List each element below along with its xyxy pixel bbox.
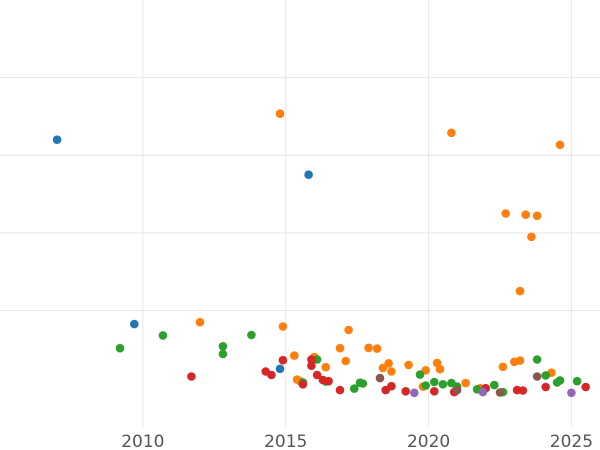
data-point [532, 372, 542, 381]
data-point [552, 378, 562, 387]
data-point [364, 343, 373, 353]
data-point [518, 386, 528, 395]
series-group [187, 355, 590, 397]
data-point [387, 367, 396, 376]
data-point [404, 360, 413, 370]
series-group [195, 109, 565, 393]
data-point [115, 343, 125, 353]
data-point [218, 349, 228, 359]
data-point [335, 385, 345, 395]
data-point [267, 370, 276, 380]
x-tick-label: 2010 [121, 432, 164, 450]
data-point [358, 379, 368, 388]
x-tick-label: 2015 [264, 432, 307, 450]
data-point [387, 381, 396, 391]
data-point [541, 371, 550, 380]
data-point [430, 387, 439, 396]
data-point [304, 170, 313, 179]
grid-layer [0, 0, 600, 427]
data-point [384, 359, 393, 368]
data-point [324, 376, 333, 386]
data-point [521, 210, 530, 219]
data-point [278, 355, 288, 365]
data-point [478, 387, 488, 397]
data-point [572, 376, 582, 386]
data-point [495, 388, 505, 397]
data-point [515, 356, 525, 365]
data-point [415, 370, 425, 379]
data-point [555, 140, 565, 150]
data-point [275, 109, 285, 118]
data-point [290, 351, 299, 360]
data-point [461, 378, 471, 388]
data-point [307, 361, 316, 371]
data-point [372, 344, 382, 353]
x-tick-labels: 2010 2015 2020 2025 [121, 432, 593, 450]
data-point [541, 382, 550, 392]
data-point [278, 322, 288, 331]
data-point [421, 381, 431, 390]
data-point [532, 211, 542, 221]
data-point [195, 317, 205, 327]
data-point [375, 373, 385, 383]
x-tick-label: 2025 [550, 432, 593, 450]
data-point [350, 384, 359, 393]
data-point [312, 370, 322, 380]
data-point [447, 128, 456, 138]
series-group [52, 135, 313, 374]
data-point [438, 380, 448, 389]
data-point [430, 377, 439, 387]
data-point [130, 319, 139, 329]
data-point [307, 355, 316, 364]
data-point [567, 388, 576, 398]
data-point [275, 364, 285, 374]
data-point [527, 232, 536, 242]
data-point [158, 331, 168, 340]
data-point [52, 135, 62, 144]
data-point [321, 362, 331, 372]
data-point [378, 363, 388, 373]
data-point [247, 330, 256, 340]
data-point [452, 385, 462, 395]
data-point [187, 372, 196, 381]
data-point [341, 356, 351, 366]
series-group [410, 387, 576, 398]
data-point [401, 387, 411, 396]
data-point [581, 382, 590, 392]
data-point [532, 355, 542, 364]
series-group [375, 372, 542, 397]
x-tick-label: 2020 [407, 432, 450, 450]
data-point [515, 286, 525, 296]
data-point [490, 380, 499, 390]
data-point [501, 209, 511, 218]
data-point [498, 362, 508, 372]
data-point [335, 343, 345, 353]
points-layer [52, 109, 590, 398]
data-point [435, 364, 445, 374]
data-point [298, 380, 308, 389]
data-point [218, 342, 228, 351]
data-point [410, 388, 419, 398]
data-point [344, 325, 353, 335]
